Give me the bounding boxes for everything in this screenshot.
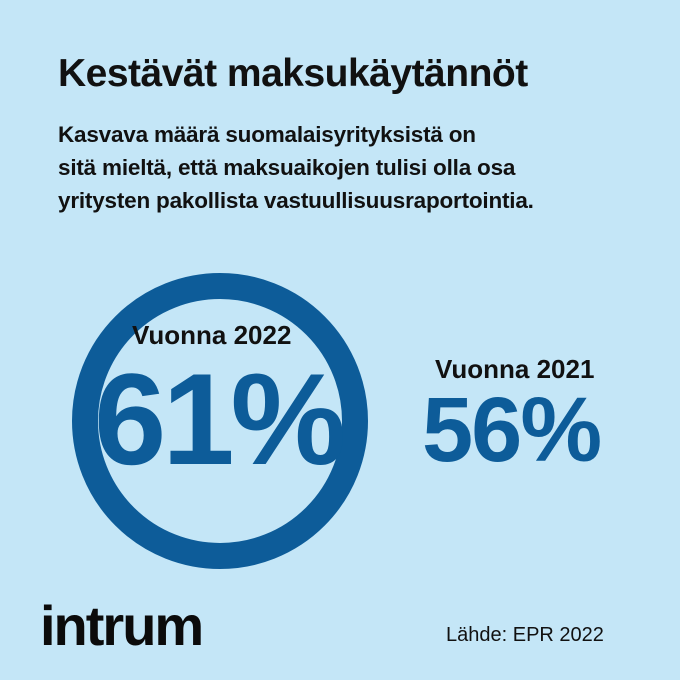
value-2022: 61% [94,346,346,492]
subtitle-line-1: Kasvava määrä suomalaisyrityksistä on [58,122,476,147]
intrum-logo: intrum [40,594,204,657]
year-2022-label: Vuonna 2022 [132,320,292,350]
subtitle-line-3: yritysten pakollista vastuullisuusraport… [58,188,534,213]
headline: Kestävät maksukäytännöt [58,52,528,95]
subtitle-line-2: sitä mieltä, että maksuaikojen tulisi ol… [58,155,516,180]
year-2021-label: Vuonna 2021 [435,354,595,384]
highlight-ring [72,273,368,569]
subtitle: Kasvava määrä suomalaisyrityksistä on si… [58,118,658,217]
value-2021: 56% [422,379,602,481]
source-note: Lähde: EPR 2022 [446,624,604,646]
